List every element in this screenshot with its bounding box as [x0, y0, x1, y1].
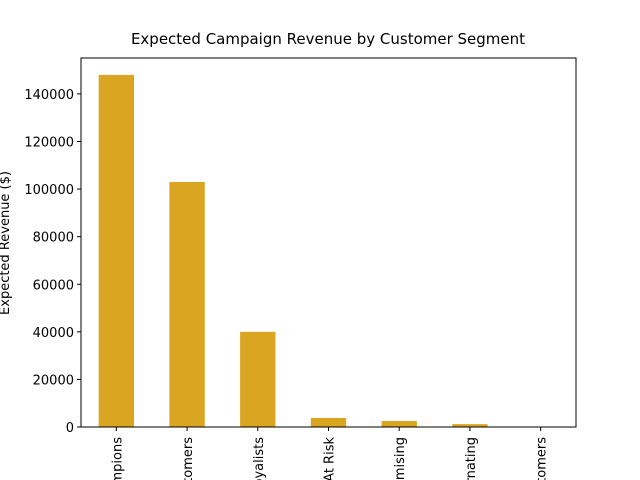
bar — [169, 181, 205, 427]
x-tick-label: Hibernating — [464, 437, 479, 480]
chart-title: Expected Campaign Revenue by Customer Se… — [131, 30, 525, 48]
y-axis-label: Expected Revenue ($) — [0, 171, 13, 315]
bar — [381, 421, 417, 427]
y-tick-label: 60000 — [33, 278, 74, 293]
y-tick-label: 80000 — [33, 231, 74, 246]
x-tick-label: Loyal Customers — [181, 437, 196, 480]
bar — [98, 74, 135, 427]
y-tick-label: 100000 — [24, 183, 74, 198]
plot-frame — [80, 57, 577, 428]
x-tick-label: New Customers — [535, 437, 550, 480]
y-tick-label: 120000 — [24, 136, 74, 151]
x-tick-label: Champions — [110, 437, 125, 480]
x-tick-label: Potential Loyalists — [252, 437, 267, 480]
bar — [240, 331, 276, 427]
y-tick-label: 0 — [66, 421, 74, 436]
y-tick-label: 20000 — [33, 373, 74, 388]
y-tick-label: 40000 — [33, 326, 74, 341]
x-tick-label: Promising — [393, 437, 408, 480]
bar — [452, 424, 488, 427]
y-tick-label: 140000 — [24, 88, 74, 103]
x-tick-label: At Risk — [323, 437, 338, 480]
bar — [310, 417, 347, 427]
